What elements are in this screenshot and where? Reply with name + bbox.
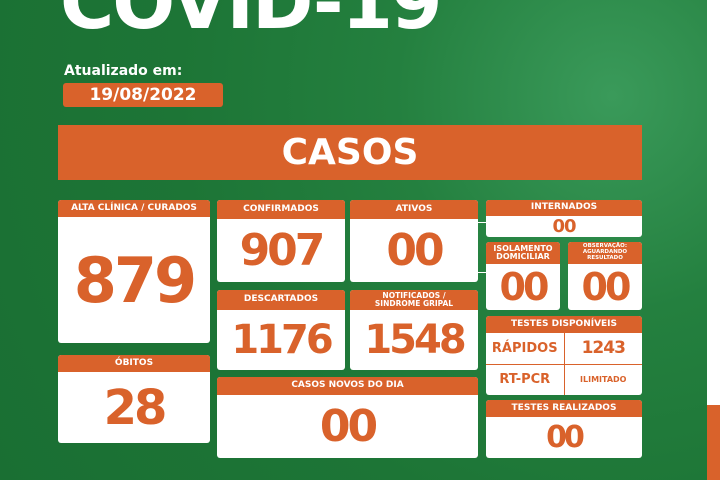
- notificados-label: NOTIFICADOS / SINDROME GRIPAL: [350, 290, 478, 310]
- obitos-label: ÓBITOS: [58, 355, 210, 372]
- right-edge-white: [707, 0, 720, 405]
- novos-label: CASOS NOVOS DO DIA: [217, 377, 478, 395]
- confirmados-value: 907: [239, 225, 326, 276]
- ativos-label: ATIVOS: [350, 200, 478, 219]
- internados-label: INTERNADOS: [486, 200, 642, 216]
- connector: [478, 222, 486, 223]
- ativos-value: 00: [386, 225, 444, 276]
- internados-card: INTERNADOS 00: [486, 200, 642, 237]
- testes-realizados-label: TESTES REALIZADOS: [486, 400, 642, 417]
- testes-disponiveis-card: TESTES DISPONÍVEIS RÁPIDOS 1243 RT-PCR I…: [486, 316, 642, 395]
- testes-row: RÁPIDOS 1243: [486, 333, 642, 364]
- testes-value: 1243: [563, 333, 643, 364]
- testes-type: RÁPIDOS: [491, 340, 558, 356]
- testes-type: RT-PCR: [499, 372, 551, 388]
- confirmados-label: CONFIRMADOS: [217, 200, 345, 219]
- observacao-card: OBSERVAÇÃO: AGUARDANDO RESULTADO 00: [568, 242, 642, 310]
- right-edge-orange: [707, 405, 720, 480]
- testes-value: ILIMITADO: [563, 364, 643, 395]
- alta-card: ALTA CLÍNICA / CURADOS 879: [58, 200, 210, 343]
- obitos-card: ÓBITOS 28: [58, 355, 210, 443]
- testes-row: RT-PCR ILIMITADO: [486, 363, 643, 395]
- observacao-label: OBSERVAÇÃO: AGUARDANDO RESULTADO: [568, 242, 642, 264]
- testes-realizados-card: TESTES REALIZADOS 00: [486, 400, 642, 458]
- casos-banner: CASOS: [58, 125, 642, 180]
- alta-label: ALTA CLÍNICA / CURADOS: [58, 200, 210, 217]
- observacao-value: 00: [581, 265, 632, 309]
- obitos-value: 28: [103, 379, 168, 436]
- testes-realizados-value: 00: [546, 420, 585, 455]
- descartados-value: 1176: [231, 317, 333, 363]
- updated-date: 19/08/2022: [63, 83, 223, 107]
- notificados-card: NOTIFICADOS / SINDROME GRIPAL 1548: [350, 290, 478, 370]
- isolamento-value: 00: [499, 265, 550, 309]
- internados-value: 00: [552, 216, 576, 237]
- novos-value: 00: [319, 401, 378, 452]
- isolamento-label: ISOLAMENTO DOMICILIAR: [486, 242, 560, 264]
- testes-disponiveis-label: TESTES DISPONÍVEIS: [486, 316, 642, 333]
- confirmados-card: CONFIRMADOS 907: [217, 200, 345, 282]
- connector: [478, 272, 486, 273]
- notificados-value: 1548: [364, 317, 466, 363]
- descartados-card: DESCARTADOS 1176: [217, 290, 345, 370]
- ativos-card: ATIVOS 00: [350, 200, 478, 282]
- isolamento-card: ISOLAMENTO DOMICILIAR 00: [486, 242, 560, 310]
- descartados-label: DESCARTADOS: [217, 290, 345, 310]
- alta-value: 879: [73, 243, 197, 317]
- page-title: COVID-19: [60, 0, 443, 46]
- novos-card: CASOS NOVOS DO DIA 00: [217, 377, 478, 458]
- updated-label: Atualizado em:: [64, 63, 183, 79]
